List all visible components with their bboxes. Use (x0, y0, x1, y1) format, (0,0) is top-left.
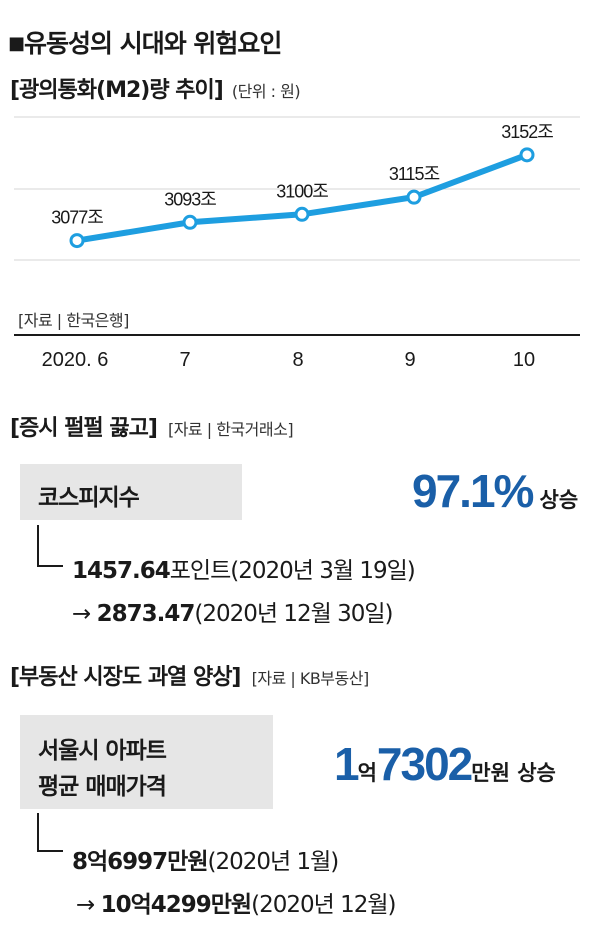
chart-unit-note: (단위 : 원) (231, 82, 301, 101)
chart-heading: [광의통화(M2)량 추이] (단위 : 원) (10, 72, 301, 104)
apt-rise-unit1: 억 (357, 761, 377, 785)
kospi-connector (37, 525, 63, 567)
x-axis-line (14, 334, 580, 336)
chart-grid (14, 116, 580, 261)
apt-box-line1: 서울시 아파트 (38, 738, 167, 764)
apt-to-date: (2020년 12월) (251, 892, 396, 918)
x-tick-labels: 2020. 6 7 8 9 10 (42, 349, 535, 371)
kospi-from-date: (2020년 3월 19일) (230, 558, 415, 584)
apt-rise-unit2: 만원 상승 (471, 761, 556, 785)
apt-to-value: 10억4299만원 (100, 892, 253, 918)
apt-from-line: 8억6997만원(2020년 1월) (72, 842, 340, 876)
chart-data-labels: 3077조 3093조 3100조 3115조 3152조 (51, 122, 554, 228)
data-point (182, 214, 198, 230)
x-tick-label: 8 (292, 349, 303, 371)
data-point (294, 206, 310, 222)
data-label: 3077조 (51, 208, 103, 228)
x-tick-label: 9 (404, 349, 415, 371)
kospi-to-line: → 2873.47(2020년 12월 30일) (72, 594, 393, 628)
stocks-heading: [증시 펄펄 끓고] [자료 | 한국거래소] (10, 410, 294, 442)
kospi-to-value: 2873.47 (96, 601, 196, 627)
kospi-rise-value: 97.1% (412, 465, 534, 517)
realestate-heading: [부동산 시장도 과열 양상] [자료 | KB부동산] (10, 659, 369, 691)
kospi-from-line: 1457.64포인트(2020년 3월 19일) (72, 551, 416, 585)
x-tick-label: 10 (513, 349, 535, 371)
chart-series (69, 147, 535, 249)
m2-line-chart: 3077조 3093조 3100조 3115조 3152조 (14, 116, 580, 261)
kospi-to-date: (2020년 12월 30일) (194, 601, 393, 627)
stocks-title: [증시 펄펄 끓고] (10, 416, 158, 441)
realestate-title: [부동산 시장도 과열 양상] (10, 665, 241, 690)
x-axis: 2020. 6 7 8 9 10 (42, 349, 535, 371)
x-tick-label: 2020. 6 (42, 349, 109, 371)
kospi-box: 코스피지수 (20, 464, 242, 520)
data-label: 3100조 (276, 181, 328, 201)
page-title: ■유동성의 시대와 위험요인 (8, 24, 282, 60)
apt-from-value: 8억6997만원 (72, 849, 208, 875)
data-label: 3152조 (501, 122, 553, 142)
chart-title: [광의통화(M2)량 추이] (10, 78, 224, 103)
data-point (69, 233, 85, 249)
x-tick-label: 7 (179, 349, 190, 371)
data-point (519, 147, 535, 163)
kospi-from-unit: 포인트 (169, 558, 231, 584)
kospi-rise: 97.1% 상승 (412, 464, 578, 518)
chart-source: [자료 | 한국은행] (18, 311, 129, 330)
apt-from-date: (2020년 1월) (207, 849, 340, 875)
stocks-source: [자료 | 한국거래소] (167, 420, 294, 439)
title-bullet: ■ (8, 33, 25, 54)
apt-rise-num1: 1 (334, 738, 360, 790)
apt-to-line: → 10억4299만원(2020년 12월) (76, 885, 397, 919)
data-label: 3115조 (389, 164, 440, 184)
kospi-from-value: 1457.64 (72, 558, 171, 584)
apt-price-box: 서울시 아파트 평균 매매가격 (20, 715, 273, 809)
apt-connector (37, 813, 63, 852)
data-point (406, 189, 422, 205)
apt-rise-num2: 7302 (376, 738, 473, 790)
kospi-label: 코스피지수 (38, 485, 140, 511)
kospi-rise-word: 상승 (539, 488, 579, 512)
apt-rise: 1억7302만원 상승 (334, 737, 556, 791)
arrow-icon: → (72, 601, 91, 627)
title-text: 유동성의 시대와 위험요인 (24, 29, 282, 58)
arrow-icon: → (76, 892, 95, 918)
apt-box-line2: 평균 매매가격 (38, 774, 167, 800)
data-label: 3093조 (164, 189, 216, 209)
realestate-source: [자료 | KB부동산] (251, 669, 370, 688)
